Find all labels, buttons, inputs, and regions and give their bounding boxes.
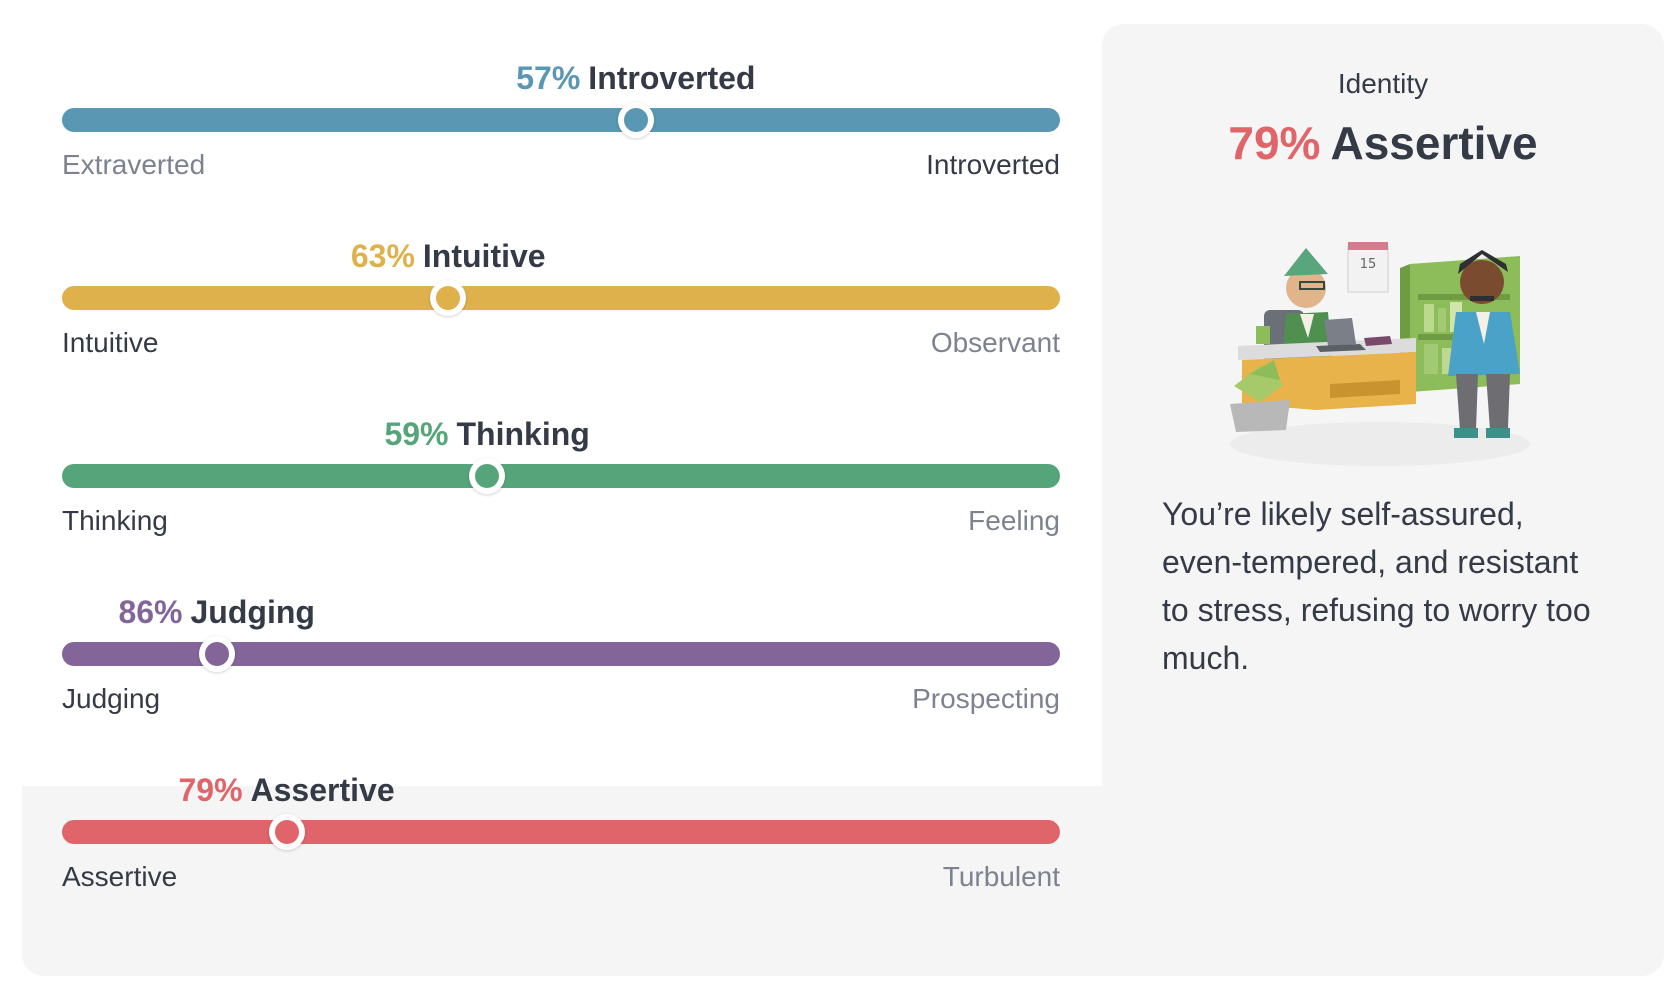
trait-right-pole: Feeling xyxy=(968,505,1060,536)
trait-bar[interactable] xyxy=(62,280,1060,316)
trait-detail-panel: Identity 79% Assertive 15 xyxy=(1101,24,1664,976)
trait-percent: 63% xyxy=(350,238,415,274)
trait-row-energy: 63% Intuitive Intuitive Observant xyxy=(62,236,1060,406)
trait-left-pole: Thinking xyxy=(62,505,168,536)
trait-label: Judging xyxy=(190,594,315,630)
detail-percent: 79% xyxy=(1228,117,1321,169)
detail-description: You’re likely self-assured, even-tempere… xyxy=(1162,496,1591,676)
detail-label: Assertive xyxy=(1330,117,1538,169)
active-trait-highlight xyxy=(22,786,1102,976)
trait-right-pole: Turbulent xyxy=(942,861,1060,892)
trait-knob[interactable] xyxy=(617,102,654,138)
trait-row-tactics: 86% Judging Judging Prospecting xyxy=(62,592,1060,762)
trait-bar[interactable] xyxy=(62,458,1060,494)
trait-percent: 59% xyxy=(384,416,449,452)
trait-knob[interactable] xyxy=(469,458,506,494)
trait-heading: 86% Judging xyxy=(118,592,314,632)
trait-label: Thinking xyxy=(456,416,590,452)
trait-left-pole: Assertive xyxy=(62,861,178,892)
trait-bar[interactable] xyxy=(62,102,1060,138)
trait-bar[interactable] xyxy=(62,814,1060,850)
trait-right-pole: Introverted xyxy=(926,149,1060,180)
trait-left-pole: Intuitive xyxy=(62,327,159,358)
trait-percent: 79% xyxy=(178,772,243,808)
trait-knob[interactable] xyxy=(268,814,305,850)
trait-heading: 79% Assertive xyxy=(178,770,394,810)
trait-left-pole: Extraverted xyxy=(62,149,206,180)
trait-knob[interactable] xyxy=(430,280,467,316)
trait-knob[interactable] xyxy=(198,636,235,672)
trait-row-nature: 59% Thinking Thinking Feeling xyxy=(62,414,1060,584)
trait-right-pole: Observant xyxy=(930,327,1060,358)
trait-bar[interactable] xyxy=(62,636,1060,672)
trait-heading: 59% Thinking xyxy=(384,414,589,454)
svg-text:15: 15 xyxy=(1360,257,1377,272)
trait-row-identity: 79% Assertive Assertive Turbulent xyxy=(62,770,1060,940)
trait-heading: 57% Introverted xyxy=(516,58,755,98)
trait-label: Assertive xyxy=(250,772,395,808)
trait-right-pole: Prospecting xyxy=(912,683,1060,714)
detail-category: Identity xyxy=(1337,68,1429,99)
office-people-illustration-icon: 15 xyxy=(1230,242,1530,466)
trait-heading: 63% Intuitive xyxy=(351,236,546,276)
trait-label: Introverted xyxy=(588,60,756,96)
trait-percent: 57% xyxy=(516,60,581,96)
trait-percent: 86% xyxy=(118,594,183,630)
trait-left-pole: Judging xyxy=(62,683,161,714)
trait-label: Intuitive xyxy=(422,238,546,274)
trait-row-mind: 57% Introverted Extraverted Introverted xyxy=(62,58,1060,228)
detail-result: 79% Assertive xyxy=(1102,116,1664,170)
